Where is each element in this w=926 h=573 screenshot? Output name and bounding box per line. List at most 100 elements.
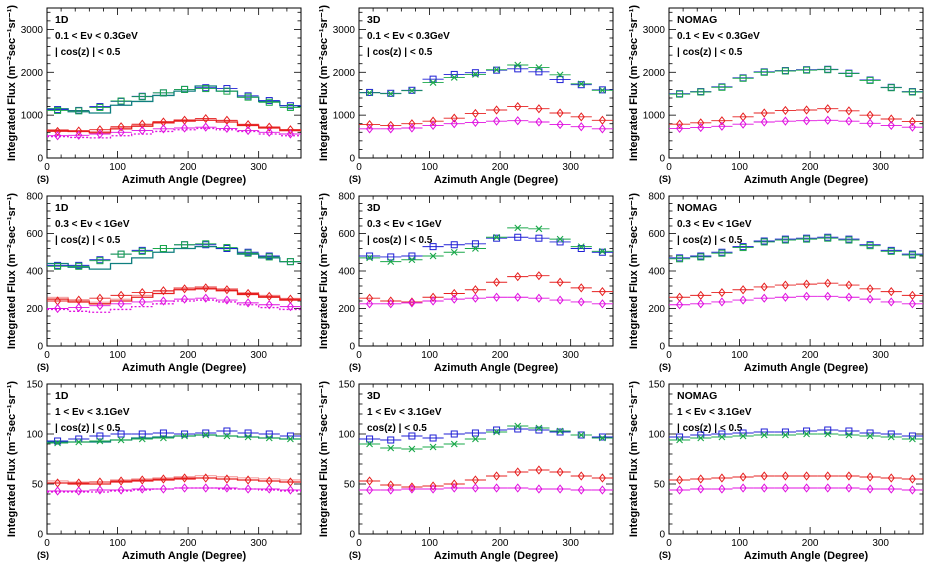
diamond-marker (535, 484, 543, 494)
diamond-marker (117, 122, 125, 132)
diamond-marker (471, 117, 480, 128)
data-point-green (216, 87, 238, 95)
square-marker (244, 249, 252, 257)
data-point-red (591, 287, 613, 297)
diamond-marker (202, 122, 210, 132)
data-point-green (380, 90, 402, 98)
x-origin-note: (S) (659, 174, 671, 184)
data-point-green (47, 439, 69, 447)
x-tick-label: 0 (666, 162, 672, 173)
data-point-magenta (796, 116, 818, 126)
data-point-green (401, 256, 423, 264)
x-tick-label: 0 (44, 162, 50, 173)
y-tick-label: 2000 (21, 68, 44, 79)
data-point-green (443, 74, 465, 81)
data-point-magenta (570, 485, 592, 495)
square-marker (366, 435, 374, 443)
data-point-magenta (753, 483, 775, 493)
data-point-blue (507, 65, 529, 73)
diamond-marker (598, 124, 607, 134)
square-marker (286, 258, 294, 266)
data-point-magenta (152, 296, 174, 306)
diamond-marker (365, 119, 374, 130)
data-point-magenta (817, 483, 839, 493)
panel-nomag-2: 0 100 200 300 (S) Azimuth Angle (Degree) 0 200 4… (628, 192, 924, 374)
data-point-magenta (401, 298, 423, 308)
data-point-green (131, 247, 153, 255)
y-tick-label: 1000 (21, 111, 44, 122)
data-point-green (591, 247, 613, 255)
data-point-blue (174, 430, 196, 438)
data-point-red (901, 116, 923, 127)
data-point-red (258, 476, 280, 486)
data-point-magenta (152, 124, 174, 134)
x-tick-label: 100 (731, 538, 748, 549)
diamond-marker (286, 485, 295, 495)
data-point-magenta (131, 125, 153, 136)
diamond-marker (408, 484, 416, 494)
cross-marker (408, 87, 416, 95)
data-point-red (859, 110, 881, 120)
data-point-magenta (774, 483, 796, 493)
diamond-marker (244, 119, 252, 130)
data-point-blue (422, 75, 444, 83)
diamond-marker (802, 105, 811, 115)
data-point-red (174, 115, 196, 125)
data-point-magenta (380, 485, 402, 495)
data-point-magenta (774, 292, 796, 302)
x-tick-label: 200 (492, 538, 509, 549)
data-point-green (237, 433, 259, 441)
data-point-red (838, 106, 860, 116)
data-point-red (216, 474, 238, 484)
diamond-marker (887, 114, 895, 124)
cross-marker (429, 443, 437, 451)
y-axis-label: Integrated Flux (m⁻²sec⁻¹sr⁻¹) (318, 381, 330, 538)
diamond-marker (471, 483, 480, 493)
data-point-red (669, 475, 691, 485)
diamond-marker (577, 471, 585, 481)
data-point-magenta (690, 299, 712, 309)
square-marker (181, 430, 189, 438)
square-marker (760, 238, 768, 246)
square-marker (429, 434, 437, 442)
x-tick-label: 0 (44, 350, 50, 361)
cross-marker (676, 436, 683, 444)
square-marker (181, 241, 189, 249)
data-point-blue (422, 243, 444, 251)
data-point-red (486, 471, 508, 481)
histogram-line-magenta (47, 299, 301, 313)
data-point-magenta (68, 130, 90, 140)
square-marker (244, 429, 252, 437)
cross-marker (450, 248, 458, 256)
data-point-blue (796, 427, 818, 435)
panel-title: 1D (55, 390, 69, 402)
diamond-marker (429, 296, 437, 306)
square-marker (845, 236, 853, 244)
square-marker (138, 247, 146, 255)
data-point-red (796, 105, 818, 115)
diamond-marker (138, 287, 146, 298)
diamond-marker (866, 294, 874, 304)
x-tick-label: 300 (562, 162, 579, 173)
diamond-marker (675, 485, 684, 495)
square-marker (697, 253, 705, 261)
data-point-red (753, 471, 775, 481)
data-point-blue (486, 234, 508, 242)
data-point-magenta (68, 302, 90, 313)
diamond-marker (845, 483, 853, 493)
data-point-red (774, 105, 796, 116)
cross-marker (493, 66, 500, 74)
data-point-magenta (690, 484, 712, 494)
data-point-red (237, 119, 259, 130)
square-marker (577, 245, 585, 252)
cross-marker (244, 433, 252, 441)
data-point-green (359, 89, 381, 97)
data-point-magenta (422, 296, 444, 306)
diamond-marker (265, 122, 273, 132)
diamond-marker (408, 119, 416, 129)
cross-marker (514, 61, 522, 69)
data-point-green (422, 79, 444, 86)
diamond-marker (577, 283, 585, 293)
data-point-blue (47, 437, 69, 445)
cross-marker (366, 440, 373, 448)
